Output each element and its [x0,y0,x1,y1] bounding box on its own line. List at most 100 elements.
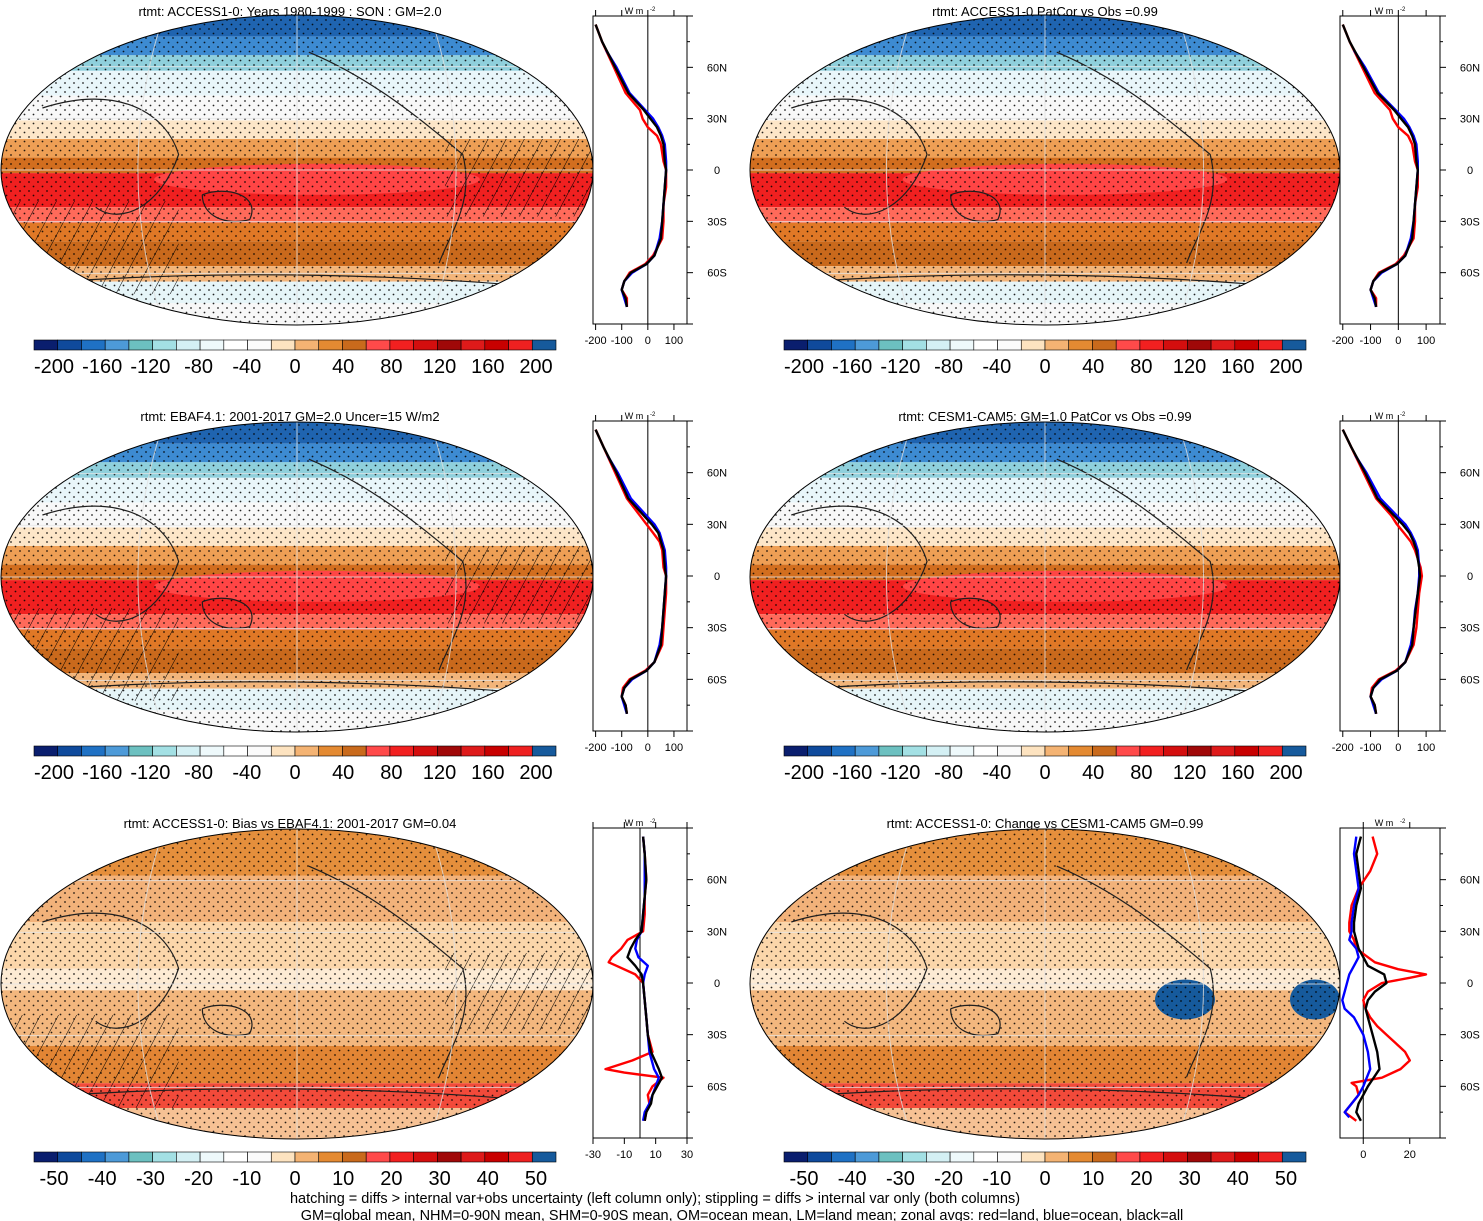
colorbar-swatch [949,339,975,351]
colorbar-tick-label: 120 [423,762,456,784]
colorbar-swatch [389,1151,414,1163]
colorbar-swatch [104,1151,130,1163]
colorbar-tick-label: -50 [40,1168,69,1190]
graticule-line [137,422,165,732]
units-exponent: -2 [1400,412,1406,418]
colorbar-swatch [437,745,462,757]
profile-frame [1339,420,1441,732]
colorbar-swatch [854,745,880,757]
y-tick-label: 0 [1467,571,1473,583]
colorbar-swatch [1020,1151,1046,1163]
colorbar-swatch [104,339,130,351]
colorbar-swatch [831,745,856,757]
colorbar-swatch [460,339,486,351]
colorbar-swatch [294,1151,320,1163]
colorbar-tick-label: -50 [790,1168,819,1190]
colorbar-swatch [484,1151,509,1163]
graticule-line [429,829,457,1139]
colorbar-swatch [1020,339,1046,351]
colorbar-swatch [104,745,130,757]
graticule-line [429,15,457,325]
colorbar-swatch [152,339,177,351]
colorbar-swatch [365,745,391,757]
colorbar-tick-label: 120 [423,356,456,378]
colorbar-swatch [413,339,438,351]
colorbar-tick-label: 80 [380,762,402,784]
coastline [791,505,928,622]
colorbar-swatch [807,1151,832,1163]
profile-series-line [594,429,668,714]
graticule-line [885,422,913,732]
y-tick-label: 30N [1460,114,1480,126]
colorbar-swatch [854,339,880,351]
y-tick-label: 30N [1460,519,1480,531]
colorbar-tick-label: -120 [130,762,170,784]
x-tick-label: -100 [1360,742,1382,754]
colorbar-tick-label: 0 [289,356,300,378]
colorbar-tick-label: 50 [1275,1168,1297,1190]
units-label: W m [1375,818,1394,828]
colorbar-swatch [1258,1151,1283,1163]
units-exponent: -2 [650,819,656,825]
colorbar-swatch [508,339,533,351]
colorbar-swatch [199,745,225,757]
y-tick-label: 30N [707,114,727,126]
colorbar-swatch [997,745,1022,757]
colorbar-tick-label: 80 [1130,762,1152,784]
colorbar-swatch [81,1151,106,1163]
colorbar-tick-label: -200 [34,356,74,378]
units-label: W m [625,818,644,828]
colorbar-swatch [1044,1151,1070,1163]
colorbar-swatch [1092,745,1117,757]
y-tick-label: 30S [1460,1030,1480,1042]
colorbar-swatch [484,745,509,757]
coastline [950,190,1001,223]
colorbar-swatch [1163,339,1188,351]
colorbar-swatch [460,745,486,757]
colorbar-swatch [831,339,856,351]
colorbar-swatch [902,745,927,757]
colorbar-tick-label: 0 [1039,762,1050,784]
colorbar-swatch [365,1151,391,1163]
colorbar-tick-label: 20 [1130,1168,1152,1190]
colorbar-tick-label: -120 [880,356,920,378]
colorbar-tick-label: -80 [934,356,963,378]
colorbar-swatch [1115,339,1141,351]
panel-3: rtmt: EBAF4.1: 2001-2017 GM=2.0 Uncer=15… [0,409,727,784]
colorbar-tick-label: 160 [471,356,504,378]
units-label: W m [625,411,644,421]
colorbar-swatch [508,745,533,757]
colorbar-swatch [1210,1151,1236,1163]
colorbar-swatch [57,745,82,757]
colorbar-swatch [1187,339,1212,351]
graticule-line [137,829,165,1139]
colorbar-swatch [342,339,367,351]
y-tick-label: 30S [1460,623,1480,635]
units-label: W m [1375,6,1394,16]
colorbar-swatch [270,339,296,351]
x-tick-label: 100 [1417,742,1435,754]
colorbar-tick-label: 40 [1082,356,1104,378]
y-tick-label: 60N [1460,468,1480,480]
colorbar-swatch [413,1151,438,1163]
colorbar-swatch [973,745,998,757]
colorbar-swatch [176,745,201,757]
colorbar-tick-label: 40 [1082,762,1104,784]
colorbar-swatch [247,745,272,757]
colorbar-swatch [1163,1151,1188,1163]
x-tick-label: 0 [1395,335,1401,347]
colorbar-tick-label: -120 [880,762,920,784]
profile-series-line [594,24,668,308]
colorbar-tick-label: 200 [519,762,552,784]
colorbar-tick-label: 20 [380,1168,402,1190]
coastline [808,681,1293,696]
graticule-line [137,15,165,325]
panel-title: rtmt: ACCESS1-0: Bias vs EBAF4.1: 2001-2… [124,816,457,831]
colorbar-tick-label: 120 [1173,762,1206,784]
hatching [445,953,593,1031]
colorbar-swatch [81,339,106,351]
y-tick-label: 60N [707,62,727,74]
colorbar-swatch [389,745,414,757]
colorbar-swatch [926,745,951,757]
colorbar-tick-label: -80 [184,762,213,784]
